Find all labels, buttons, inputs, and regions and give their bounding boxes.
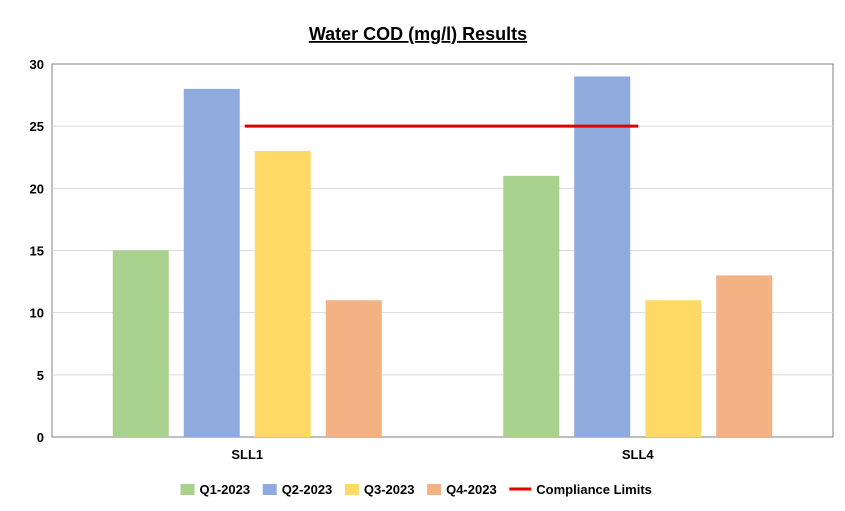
x-category-label: SLL4 (622, 447, 655, 462)
legend-swatch-q3-2023 (344, 484, 359, 495)
y-tick-label: 5 (37, 368, 44, 383)
bars (112, 76, 773, 438)
chart-title: Water COD (mg/l) Results (309, 24, 527, 44)
legend: Q1-2023 Q2-2023 Q3-2023 Q4-2023 Compliance L… (180, 482, 652, 497)
y-tick-label: 10 (30, 306, 44, 321)
x-category-label: SLL1 (231, 447, 263, 462)
y-tick-label: 15 (30, 244, 44, 259)
bar-q1-2023-sll4 (503, 175, 560, 437)
legend-label: Q1-2023 (200, 482, 251, 497)
y-axis-ticks: 0 5 10 15 20 25 30 (30, 57, 44, 445)
bar-q2-2023-sll4 (574, 76, 631, 437)
legend-label: Compliance Limits (536, 482, 652, 497)
legend-swatch-q4-2023 (427, 484, 442, 495)
legend-swatch-q1-2023 (180, 484, 195, 495)
bar-q2-2023-sll1 (183, 88, 240, 437)
y-tick-label: 30 (30, 57, 44, 72)
legend-label: Q2-2023 (282, 482, 333, 497)
bar-q1-2023-sll1 (112, 250, 169, 437)
y-tick-label: 25 (30, 119, 44, 134)
legend-label: Q4-2023 (446, 482, 497, 497)
y-tick-label: 0 (37, 430, 44, 445)
legend-swatch-q2-2023 (262, 484, 277, 495)
bar-q3-2023-sll4 (645, 300, 702, 437)
y-tick-label: 20 (30, 181, 44, 196)
bar-q4-2023-sll4 (716, 275, 773, 437)
legend-label: Q3-2023 (364, 482, 415, 497)
bar-q3-2023-sll1 (254, 151, 311, 438)
x-axis-categories: SLL1 SLL4 (231, 447, 654, 462)
bar-q4-2023-sll1 (325, 300, 382, 437)
